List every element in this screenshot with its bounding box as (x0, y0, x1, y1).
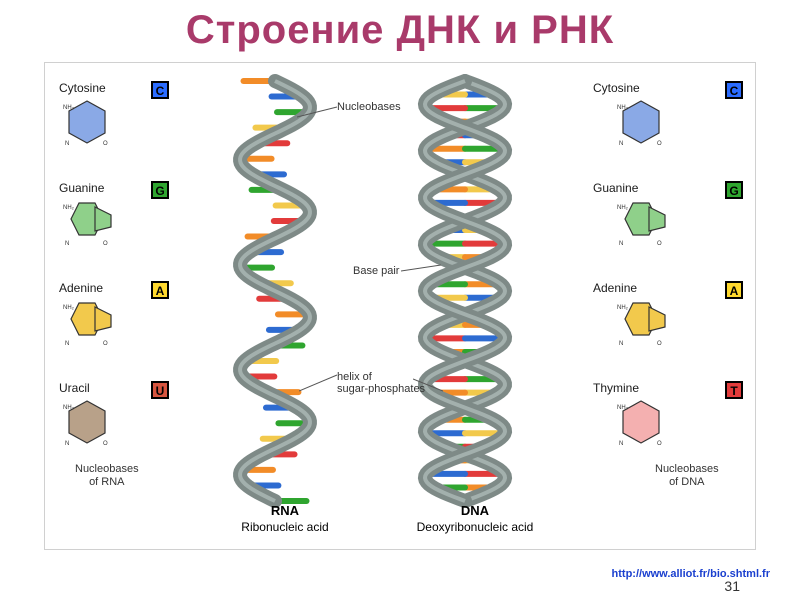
diagram-frame: Cytosine NH₂ N O CGuanine NH₂ N O GAdeni… (44, 62, 756, 550)
leader-line (297, 105, 341, 125)
page-title: Строение ДНК и РНК (0, 8, 800, 53)
rna-bases-caption: Nucleobases of RNA (75, 463, 139, 489)
leader-line (299, 371, 339, 395)
nucleobases-label: Nucleobases (337, 101, 401, 113)
dna-label: DNA Deoxyribonucleic acid (405, 503, 545, 535)
source-url: http://www.alliot.fr/bio.shtml.fr (612, 568, 770, 580)
helix-diagram (45, 63, 757, 551)
dna-bases-caption: Nucleobases of DNA (655, 463, 719, 489)
helix-label: helix of sugar-phosphates (337, 371, 425, 395)
rna-abbr: RNA (271, 503, 299, 518)
rna-full: Ribonucleic acid (241, 520, 328, 534)
leader-line (413, 375, 443, 393)
dna-full: Deoxyribonucleic acid (417, 520, 534, 534)
dna-abbr: DNA (461, 503, 489, 518)
page-number: 31 (724, 578, 740, 594)
leader-line (401, 263, 441, 277)
rna-label: RNA Ribonucleic acid (235, 503, 335, 535)
base-pair-label: Base pair (353, 265, 399, 277)
